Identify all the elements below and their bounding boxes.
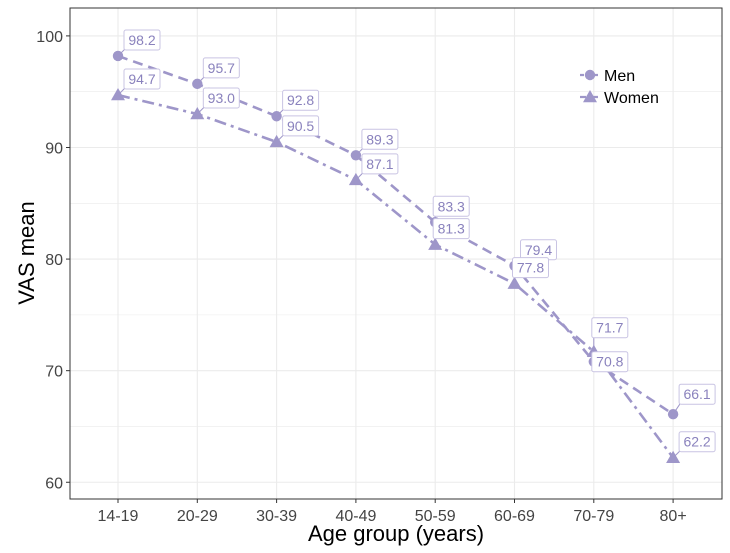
data-label-women: 93.0 xyxy=(208,90,235,106)
y-tick-label: 80 xyxy=(45,252,63,269)
panel-background xyxy=(70,8,722,499)
data-label-box xyxy=(282,115,320,137)
data-label-box xyxy=(202,87,240,109)
marker-women xyxy=(666,450,681,463)
marker-women xyxy=(269,134,284,148)
x-tick-label: 80+ xyxy=(660,508,687,525)
x-tick-label: 20-29 xyxy=(177,508,218,525)
y-axis: 60 70 80 90 100 xyxy=(36,29,70,492)
data-label-box xyxy=(282,89,320,111)
data-label-men: 70.8 xyxy=(596,354,623,370)
data-label-box xyxy=(123,68,161,90)
data-label-box xyxy=(591,317,629,339)
data-label-men: 95.7 xyxy=(208,60,235,76)
marker-women xyxy=(111,88,125,101)
data-label-men: 83.3 xyxy=(438,198,465,214)
data-label-men: 89.3 xyxy=(366,131,393,147)
data-label-box xyxy=(678,383,716,405)
data-label-women: 81.3 xyxy=(438,221,465,237)
panel-border xyxy=(69,7,723,500)
data-label-men: 79.4 xyxy=(525,242,552,258)
data-label-men: 98.2 xyxy=(128,32,155,48)
x-tick-label: 50-59 xyxy=(415,508,456,525)
data-label-box xyxy=(432,195,470,217)
data-label-women: 90.5 xyxy=(287,118,314,134)
legend: Men Women xyxy=(580,68,659,107)
marker-women xyxy=(190,107,205,120)
data-label-box xyxy=(361,128,399,150)
x-tick-label: 14-19 xyxy=(98,508,139,525)
y-tick-label: 90 xyxy=(45,140,63,157)
data-label-box xyxy=(678,431,716,453)
grid xyxy=(70,8,722,499)
y-tick-label: 70 xyxy=(45,364,63,381)
legend-marker-men xyxy=(584,69,596,81)
data-label-men: 66.1 xyxy=(683,386,710,402)
x-tick-label: 30-39 xyxy=(256,508,297,525)
data-label-box xyxy=(432,218,470,240)
data-label-women: 71.7 xyxy=(596,320,623,336)
data-label-women: 62.2 xyxy=(683,434,710,450)
data-label-box xyxy=(591,351,629,373)
data-label-box xyxy=(361,153,399,175)
marker-women xyxy=(348,172,363,186)
series-line-women xyxy=(117,93,675,459)
data-label-women: 94.7 xyxy=(128,71,155,87)
data-label-box xyxy=(512,257,549,279)
y-tick-label: 100 xyxy=(36,29,63,46)
legend-marker-women xyxy=(583,90,597,103)
data-label-men: 92.8 xyxy=(287,92,314,108)
data-label-women: 77.8 xyxy=(517,260,544,276)
data-labels: 98.2 95.7 92.8 89.3 83.3 79.4 70.8 66.1 94.7 93.0… xyxy=(117,29,716,459)
x-tick-label: 70-79 xyxy=(573,508,614,525)
data-label-women: 87.1 xyxy=(366,156,393,172)
legend-label-women: Women xyxy=(604,90,659,107)
y-tick-label: 60 xyxy=(45,475,63,492)
x-tick-label: 60-69 xyxy=(494,508,535,525)
data-label-box xyxy=(123,29,161,51)
x-tick-label: 40-49 xyxy=(335,508,376,525)
y-axis-title: VAS mean xyxy=(14,201,39,305)
x-axis-title: Age group (years) xyxy=(308,521,484,546)
legend-label-men: Men xyxy=(604,68,635,85)
x-axis: 14-19 20-29 30-39 40-49 50-59 60-69 70-79 80+ xyxy=(98,499,687,525)
data-label-box xyxy=(202,57,240,79)
